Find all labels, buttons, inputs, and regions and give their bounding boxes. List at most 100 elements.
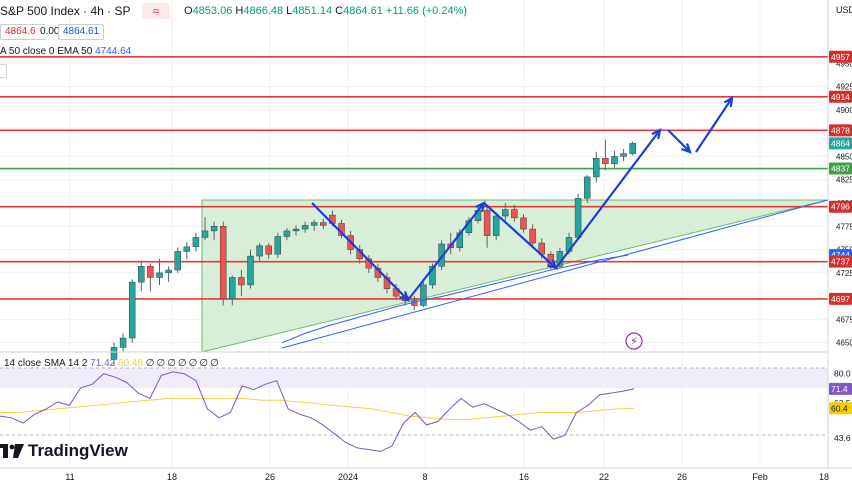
time-axis-label: 8 [422,472,427,482]
price-tick-label: 4950 [836,59,852,68]
rsi-sma-line [0,397,635,421]
event-badge-icon[interactable] [625,332,643,350]
symbol-title[interactable]: S&P 500 Index · 4h · SP [0,4,131,18]
buy-price-button[interactable]: 4864.61 [58,24,105,40]
candle-down [602,158,609,165]
price-tag-label: 4878 [831,125,850,135]
rsi-band [0,368,828,388]
candle-up [283,230,291,237]
candle-up [502,209,509,217]
wave-arrow-segment[interactable] [311,202,409,301]
time-axis-label: 18 [167,472,177,482]
ema-legend-label: A 50 close 0 EMA 50 [0,46,93,57]
candle-up [192,237,200,248]
candle-up [492,215,500,236]
tradingview-logo-icon [0,444,24,458]
candle-up [583,176,591,199]
candle-down [147,266,154,278]
rsi-line [0,371,635,452]
ema50-line [281,254,629,344]
candle-up [429,266,436,286]
time-axis-label: 16 [519,472,529,482]
candle-up [165,269,172,274]
price-tick-label: 4775 [836,222,852,231]
candle-up [438,243,445,267]
price-tick-label: 4675 [836,315,852,324]
price-tick-label: 4850 [836,152,852,161]
rsi-legend-sma: 60.48 [117,358,144,369]
price-tag-label: 4737 [831,257,850,267]
spread-value: 0.00 [36,25,64,39]
price-tick-label: 4725 [836,269,852,278]
time-axis-label: 26 [677,472,687,482]
candle-up [128,281,136,339]
rsi-tags: 71.4 60.4 [829,382,852,415]
candle-up [210,226,218,232]
ohlc-low-value: 4851.14 [292,5,333,17]
rsi-tick-label: 80.0 [834,369,851,379]
candle-up [156,272,163,278]
candle-down [483,210,491,236]
wave-arrow-segment[interactable] [555,129,661,269]
candle-down [520,217,527,230]
price-tag [829,50,852,63]
price-tag [829,124,852,137]
wave-indicator-icon[interactable]: ≈ [142,3,170,19]
horizontal-levels[interactable] [0,55,828,300]
tradingview-logo[interactable]: TradingView [0,440,128,462]
candle-up [119,337,127,348]
price-tag [829,90,852,103]
time-axis-label: Feb [752,472,768,482]
rsi-legend-placeholders: ∅∅∅∅∅∅∅ [145,358,221,369]
wave-arrow-segment[interactable] [695,97,733,153]
price-tag [829,200,852,213]
candle-up [229,277,236,300]
candle-up [611,156,618,165]
candle-up [183,246,191,252]
rsi-tag [829,382,852,395]
wave-arrow-segment[interactable] [667,129,691,153]
ema-legend-value: 4744.64 [95,46,132,57]
time-axis[interactable]: 11 18 26 2024 8 16 22 26 Feb 18 [65,472,829,482]
candle-up [256,245,263,257]
candle-down [219,226,227,300]
ohlc-high-value: 4866.48 [243,5,284,17]
collapse-legend-icon[interactable] [0,64,7,78]
candle-up [593,158,600,178]
triangle-pattern[interactable] [201,199,829,353]
candle-down [320,222,327,226]
price-tag-label: 4837 [831,164,850,174]
candle-up [174,251,181,271]
tradingview-logo-text: TradingView [28,441,128,460]
ema-legend[interactable]: A 50 close 0 EMA 50 4744.64 [0,46,131,57]
sell-price-button[interactable]: 4864.61 [0,24,47,40]
price-tag [829,255,852,268]
rsi-tag-label: 60.4 [831,403,848,413]
rsi-legend[interactable]: 14 close SMA 14 2 71.42 60.48 ∅∅∅∅∅∅∅ [4,358,221,369]
price-tag-label: 4796 [831,202,850,212]
currency-label[interactable]: USD [836,5,852,15]
rsi-tick-label: 43.6 [834,433,851,443]
arrowhead-icon [681,143,692,154]
ohlc-open-value: 4853.06 [192,5,233,17]
candle-up [247,255,254,286]
candle-up [301,225,309,230]
ohlc-change: +11.66 (+0.24%) [385,5,468,17]
price-tick-label: 4925 [836,83,852,92]
rising-trendline[interactable] [281,199,829,349]
candle-up [274,236,282,255]
price-tag [829,137,852,150]
time-axis-label: 11 [65,472,74,482]
rsi-legend-value: 71.42 [90,358,116,369]
price-tag [829,292,852,305]
rsi-legend-label: 14 close SMA 14 2 [4,358,88,369]
candle-up [310,222,318,226]
candle-down [529,228,536,244]
wave-arrows[interactable] [311,95,734,302]
time-axis-label: 22 [599,472,609,482]
price-tag-label: 4744 [831,250,850,260]
wave-arrow-segment[interactable] [483,202,557,269]
wave-arrow-segment[interactable] [407,202,485,301]
candle-up [629,143,636,154]
